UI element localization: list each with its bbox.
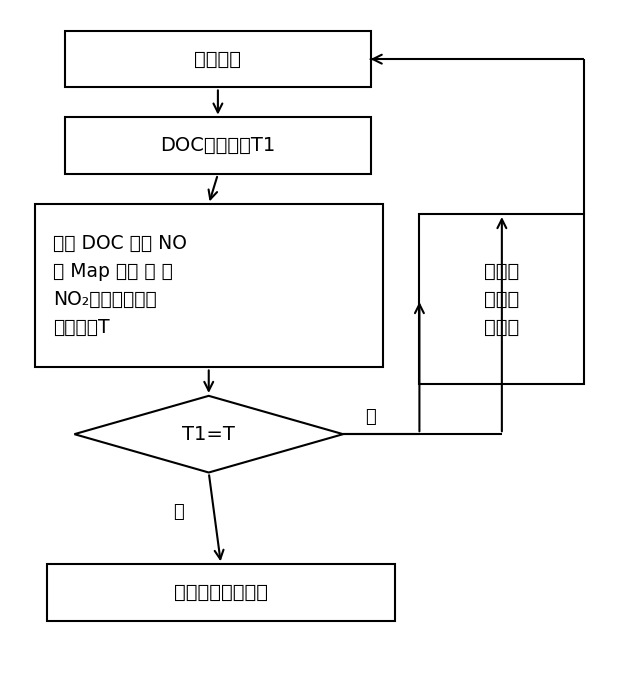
Text: 根据 DOC 氧化 NO
的 Map 图， 确 定
NO₂需求浓度下的
反应温度T: 根据 DOC 氧化 NO 的 Map 图， 确 定 NO₂需求浓度下的 反应温度…	[53, 234, 187, 338]
FancyBboxPatch shape	[65, 117, 371, 174]
Text: T1=T: T1=T	[183, 425, 235, 443]
FancyBboxPatch shape	[35, 204, 383, 367]
Text: 是: 是	[173, 503, 184, 520]
FancyBboxPatch shape	[420, 214, 584, 384]
Text: 喷油速率保持不变: 喷油速率保持不变	[174, 583, 268, 602]
Text: 喷油速率: 喷油速率	[194, 50, 241, 69]
Polygon shape	[74, 396, 343, 472]
FancyBboxPatch shape	[47, 564, 395, 621]
FancyBboxPatch shape	[65, 31, 371, 88]
Text: 否: 否	[365, 408, 376, 427]
Text: DOC反应温度T1: DOC反应温度T1	[160, 136, 275, 155]
Text: 增加或
减小喷
油速率: 增加或 减小喷 油速率	[484, 262, 519, 337]
